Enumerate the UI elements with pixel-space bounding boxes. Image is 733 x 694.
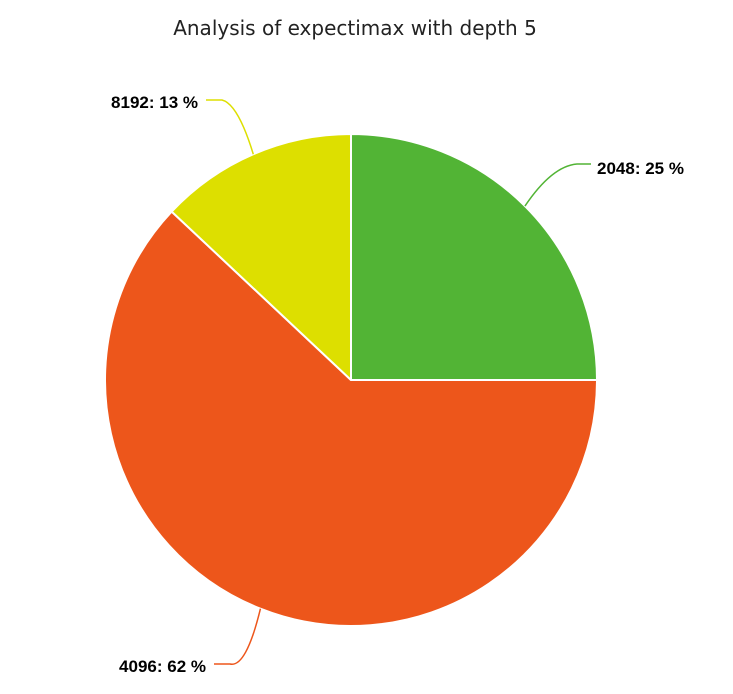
data-label-2048: 2048: 25 %	[597, 159, 684, 178]
chart-title: Analysis of expectimax with depth 5	[173, 16, 537, 40]
connector-line-4096	[214, 608, 262, 665]
data-label-8192: 8192: 13 %	[111, 93, 198, 112]
pie-slice-4096	[104, 210, 598, 627]
connector-line-8192	[206, 99, 255, 155]
pie-slice-2048	[350, 133, 598, 381]
connector-line-2048	[524, 163, 591, 207]
data-label-4096: 4096: 62 %	[119, 657, 206, 676]
